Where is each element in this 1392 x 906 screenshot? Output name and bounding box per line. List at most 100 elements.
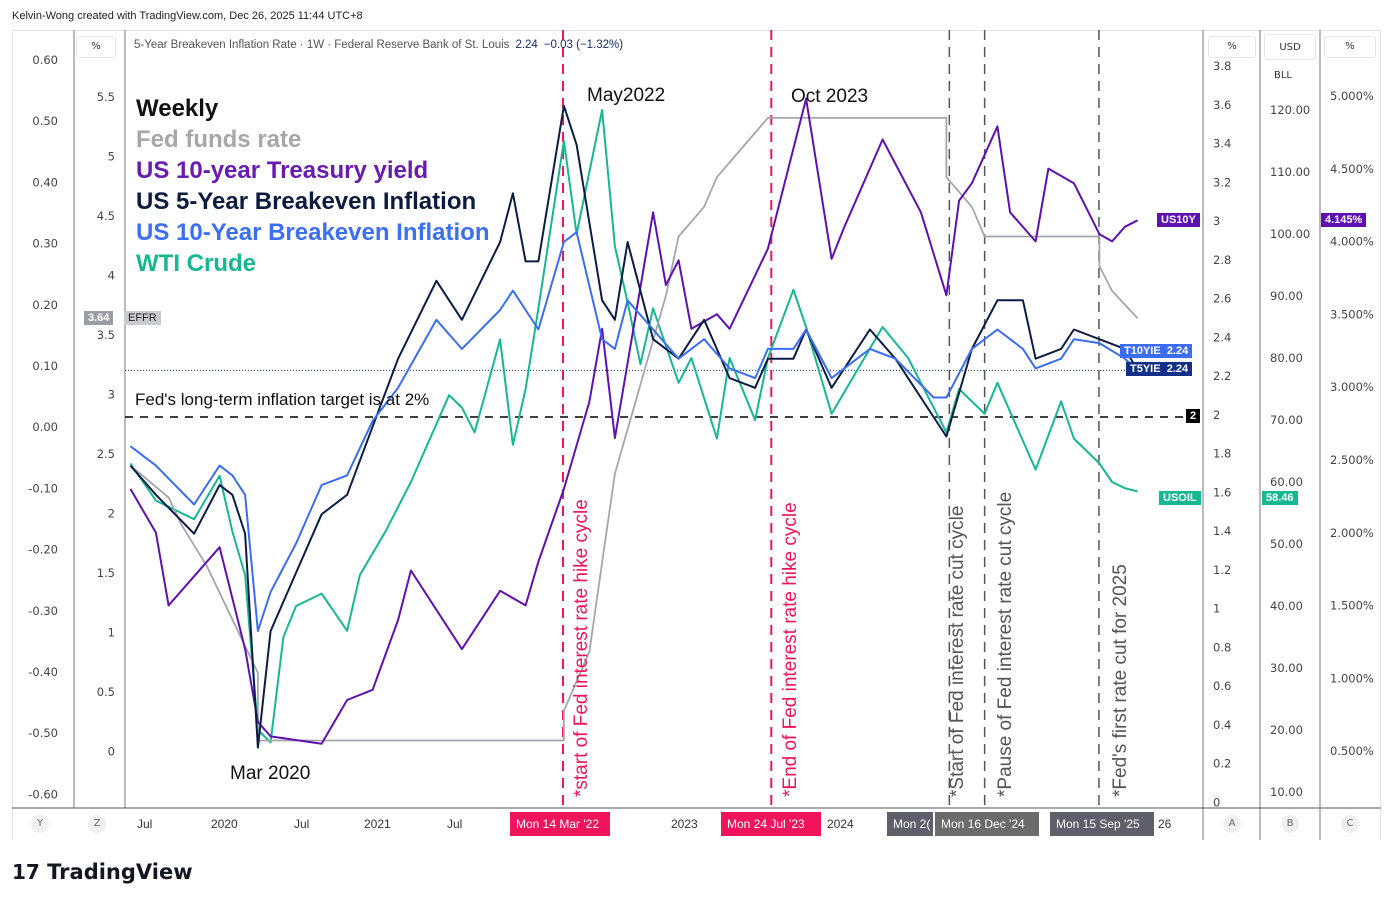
series-fed[interactable] (129, 117, 1139, 742)
axis-c-tick: 2.500% (1330, 453, 1374, 467)
annotation-inflation-target: Fed's long-term inflation target is at 2… (135, 390, 430, 409)
legend-t10yie: US 10-Year Breakeven Inflation (136, 219, 490, 246)
annotation-may2022: May2022 (587, 85, 666, 106)
series-wti[interactable] (129, 109, 1138, 744)
label-cut-start: *Start of Fed interest rate cut cycle (947, 505, 968, 797)
left-axis1-tick: 0.40 (32, 175, 58, 189)
left-axis1-tick: 0.60 (32, 53, 58, 67)
us10y-value-badge: 4.145% (1321, 213, 1367, 227)
symbol-legend: 5-Year Breakeven Inflation Rate · 1W · F… (134, 39, 623, 51)
axis-c-tick: 3.500% (1330, 307, 1374, 321)
time-tick: Jul (294, 817, 310, 831)
axis-a-tick: 2.2 (1213, 369, 1231, 383)
axis-a-tick: 1 (1213, 602, 1220, 616)
left-axis1-tick: 0.10 (32, 359, 58, 373)
time-tick: Jul (447, 817, 463, 831)
left-axis2-tick: 3.5 (97, 328, 115, 342)
scale-button-y[interactable]: Y (31, 815, 49, 833)
axis-b-tick: 50.00 (1270, 537, 1303, 551)
credit-text: Kelvin-Wong created with TradingView.com… (12, 10, 363, 22)
label-first-cut-2025: *Fed's first rate cut for 2025 (1110, 564, 1131, 797)
axis-a-tick: 1.2 (1213, 563, 1231, 577)
axis-b-tick: 100.00 (1270, 227, 1310, 241)
left-axis2-tick: 1 (108, 626, 115, 640)
symbol-description: 5-Year Breakeven Inflation Rate · 1W · F… (134, 39, 510, 51)
axis-a-unit[interactable]: % (1208, 36, 1256, 58)
annotation-oct2023: Oct 2023 (791, 86, 869, 107)
left-axis1-tick: -0.60 (28, 787, 58, 801)
scale-button-b[interactable]: B (1281, 815, 1299, 833)
left-axis1-tick: -0.50 (28, 726, 58, 740)
series-t10[interactable] (129, 231, 1139, 632)
left-axis2-tick: 0.5 (97, 685, 115, 699)
left-axis1-tick: -0.10 (28, 481, 58, 495)
left-axis2-tick: 5.5 (97, 90, 115, 104)
time-tick: 26 (1158, 817, 1172, 831)
time-badge: Mon 15 Sep '25 (1050, 812, 1154, 836)
left-axis-unit[interactable]: % (76, 36, 116, 58)
effr-badge: EFFR (124, 311, 161, 325)
tradingview-logo: 17 TradingView (12, 860, 193, 884)
legend-t5yie: US 5-Year Breakeven Inflation (136, 188, 477, 215)
axis-a-tick: 3.6 (1213, 98, 1231, 112)
axis-b-tick: 120.00 (1270, 103, 1310, 117)
axis-c-tick: 4.500% (1330, 162, 1374, 176)
axis-a-tick: 1.6 (1213, 485, 1231, 499)
axis-a-tick: 2.8 (1213, 253, 1231, 267)
left-axis1-tick: 0.30 (32, 237, 58, 251)
t10yie-label: T10YIE (1124, 345, 1161, 357)
t5yie-label: T5YIE (1130, 363, 1161, 375)
t10yie-value: 2.24 (1166, 345, 1189, 357)
axis-a-tick: 3.4 (1213, 137, 1231, 151)
usoil-badge: USOIL (1159, 491, 1201, 505)
series-us10y[interactable] (129, 97, 1139, 745)
t5yie-value: 2.24 (1166, 363, 1189, 375)
left-axis1-tick: 0.50 (32, 114, 58, 128)
axis-b-tick: 60.00 (1270, 475, 1303, 489)
time-badge: Mon 14 Mar '22 (510, 812, 610, 836)
axis-a-tick: 2 (1213, 408, 1220, 422)
time-tick: 2021 (364, 817, 391, 831)
t10yie-badge: T10YIE 2.24 (1120, 344, 1193, 358)
axis-c-unit[interactable]: % (1324, 36, 1376, 58)
left-axis2-tick: 1.5 (97, 566, 115, 580)
axis-b-tick: 20.00 (1270, 723, 1303, 737)
time-tick: 2020 (211, 817, 238, 831)
axis-b-tick: 30.00 (1270, 661, 1303, 675)
axis-b-unit-top[interactable]: USD (1264, 34, 1316, 60)
axis-b-tick: 10.00 (1270, 785, 1303, 799)
left-axis2-tick: 4.5 (97, 209, 115, 223)
left-axis1-tick: 0.20 (32, 298, 58, 312)
time-badge: Mon 2( (887, 812, 933, 836)
effr-value-badge: 3.64 (84, 311, 114, 325)
time-tick: 2023 (671, 817, 698, 831)
chart-frame (12, 30, 1381, 840)
axis-a-tick: 0.2 (1213, 757, 1231, 771)
label-cut-pause: *Pause of Fed interest rate cut cycle (995, 491, 1016, 797)
target-2-badge: 2 (1186, 409, 1201, 423)
us10y-badge: US10Y (1157, 213, 1200, 227)
scale-button-z[interactable]: Z (88, 815, 106, 833)
annotation-mar2020: Mar 2020 (230, 763, 311, 784)
axis-a-tick: 3.8 (1213, 59, 1231, 73)
axis-a-tick: 2.4 (1213, 330, 1231, 344)
usoil-value-badge: 58.46 (1262, 491, 1298, 505)
logo-text: TradingView (47, 860, 193, 884)
scale-button-a[interactable]: A (1223, 815, 1241, 833)
time-tick: Jul (137, 817, 153, 831)
time-tick: 2024 (827, 817, 854, 831)
scale-button-c[interactable]: C (1341, 815, 1359, 833)
left-axis2-tick: 3 (108, 388, 115, 402)
axis-a-tick: 2.6 (1213, 292, 1231, 306)
axis-a-tick: 1.4 (1213, 524, 1231, 538)
axis-b-tick: 70.00 (1270, 413, 1303, 427)
series-t5[interactable] (129, 104, 1139, 749)
axis-a-tick: 3 (1213, 214, 1220, 228)
label-hike-start: *start of Fed interest rate hike cycle (571, 499, 592, 797)
axis-c-tick: 1.000% (1330, 671, 1374, 685)
axis-a-tick: 3.2 (1213, 175, 1231, 189)
left-axis1-tick: -0.40 (28, 665, 58, 679)
left-axis2-tick: 0 (108, 745, 115, 759)
left-axis2-tick: 4 (108, 269, 115, 283)
